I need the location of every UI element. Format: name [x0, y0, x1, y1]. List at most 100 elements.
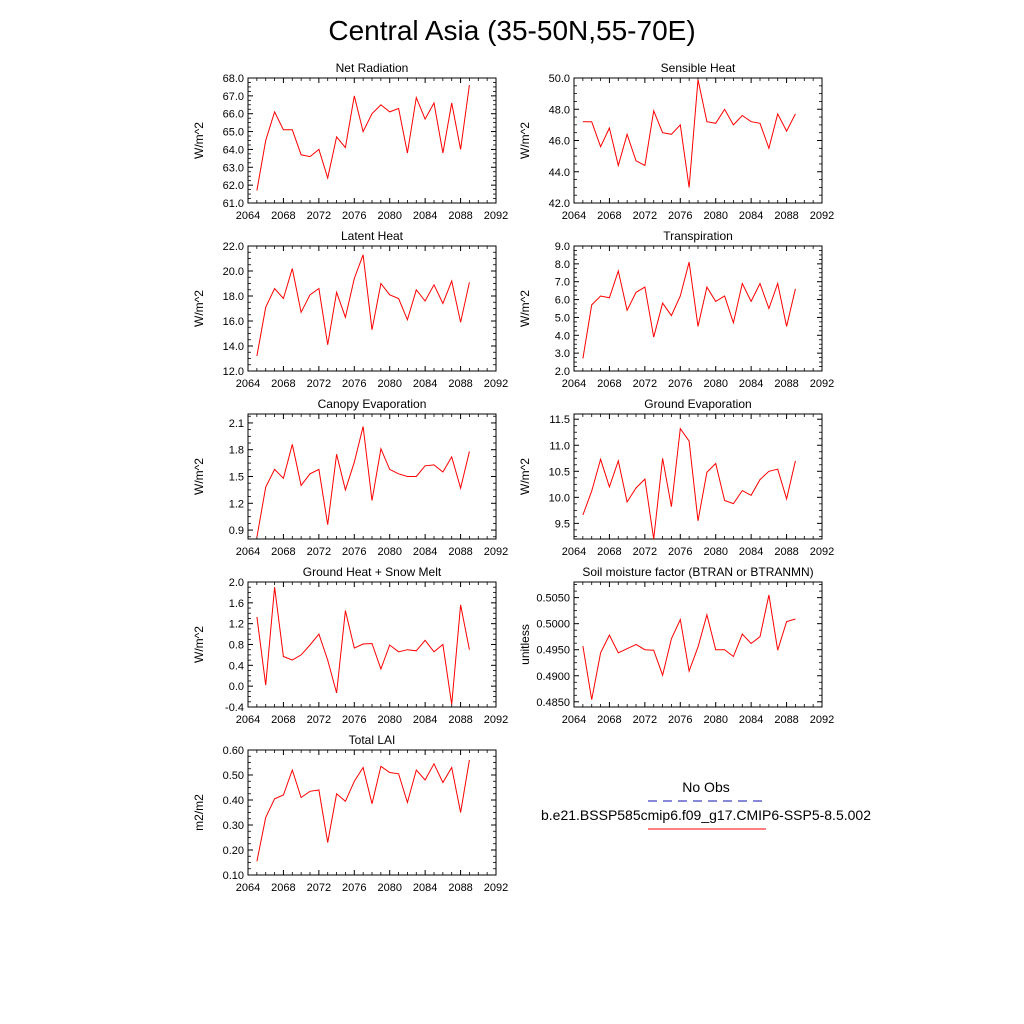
y-tick-label: 44.0: [549, 167, 570, 179]
x-tick-label: 2072: [307, 378, 331, 390]
x-tick-label: 2068: [271, 546, 295, 558]
y-tick-label: 9.0: [555, 241, 570, 253]
y-axis-label: W/m^2: [518, 122, 532, 159]
x-tick-label: 2072: [633, 210, 657, 222]
plot-frame: [247, 413, 497, 540]
y-tick-label: 62.0: [223, 180, 244, 192]
x-tick-label: 2072: [307, 714, 331, 726]
chart-panel: Ground Heat + Snow Melt W/m^2 2064 2068 2072…: [192, 565, 508, 726]
x-tick-label: 2088: [774, 714, 798, 726]
y-tick-label: 1.8: [229, 445, 244, 457]
y-tick-label: 67.0: [223, 91, 244, 103]
y-tick-label: 16.0: [223, 316, 244, 328]
x-tick-label: 2092: [484, 546, 508, 558]
y-tick-label: 4.0: [555, 330, 570, 342]
x-tick-label: 2068: [597, 378, 621, 390]
y-tick-label: 0.8: [229, 640, 244, 652]
y-tick-label: 10.0: [549, 492, 570, 504]
x-tick-label: 2080: [377, 882, 401, 894]
y-tick-label: 0.60: [223, 745, 244, 757]
panel-title: Ground Evaporation: [644, 397, 751, 411]
legend-model-label: b.e21.BSSP585cmip6.f09_g17.CMIP6-SSP5-8.…: [541, 807, 871, 823]
plot-frame: [247, 245, 497, 372]
y-axis-label: W/m^2: [192, 122, 206, 159]
plot-frame: [247, 749, 497, 876]
y-tick-label: 10.5: [549, 466, 570, 478]
series-line: [256, 85, 470, 191]
y-tick-label: 0.10: [223, 870, 244, 882]
y-axis-label: W/m^2: [192, 626, 206, 663]
x-tick-label: 2088: [448, 210, 472, 222]
y-tick-label: 0.5050: [536, 593, 570, 605]
x-tick-label: 2064: [236, 546, 260, 558]
y-tick-label: 68.0: [223, 73, 244, 85]
x-tick-label: 2068: [271, 378, 295, 390]
chart-panel: Sensible Heat W/m^2 2064 2068 2072 2076 2080 20…: [518, 61, 834, 222]
x-tick-label: 2076: [342, 714, 366, 726]
y-tick-label: 0.4950: [536, 645, 570, 657]
y-tick-label: 1.6: [229, 598, 244, 610]
y-tick-label: 0.20: [223, 845, 244, 857]
x-tick-label: 2080: [377, 378, 401, 390]
x-tick-label: 2064: [562, 378, 586, 390]
x-tick-label: 2068: [597, 210, 621, 222]
y-tick-label: 0.50: [223, 770, 244, 782]
y-tick-label: 22.0: [223, 241, 244, 253]
y-tick-label: 2.1: [229, 418, 244, 430]
x-tick-label: 2068: [271, 882, 295, 894]
y-tick-label: 64.0: [223, 144, 244, 156]
series-line: [256, 426, 470, 538]
panel-title: Sensible Heat: [661, 61, 736, 75]
legend: No Obs b.e21.BSSP585cmip6.f09_g17.CMIP6-…: [541, 779, 871, 830]
y-tick-label: 46.0: [549, 136, 570, 148]
x-tick-label: 2088: [448, 714, 472, 726]
x-tick-label: 2088: [774, 378, 798, 390]
x-tick-label: 2084: [739, 210, 763, 222]
y-tick-label: 0.4850: [536, 697, 570, 709]
x-tick-label: 2072: [307, 210, 331, 222]
y-axis-label: unitless: [518, 624, 532, 665]
x-tick-label: 2064: [562, 714, 586, 726]
y-tick-label: 66.0: [223, 109, 244, 121]
chart-panel: Transpiration W/m^2 2064 2068 2072 2076 2080 20…: [518, 229, 834, 390]
x-tick-label: 2080: [377, 210, 401, 222]
panels-group: Net Radiation W/m^2 2064 2068 2072 2076 2080 20…: [192, 61, 834, 894]
y-tick-label: -0.4: [225, 702, 244, 714]
x-tick-label: 2064: [236, 714, 260, 726]
x-tick-label: 2084: [413, 882, 437, 894]
chart-panel: Total LAI m2/m2 2064 2068 2072 2076 2080 2084 20…: [192, 733, 508, 894]
x-tick-label: 2076: [668, 378, 692, 390]
x-tick-label: 2092: [484, 714, 508, 726]
x-tick-label: 2088: [448, 378, 472, 390]
y-tick-label: 61.0: [223, 198, 244, 210]
y-tick-label: 0.0: [229, 681, 244, 693]
x-tick-label: 2080: [703, 378, 727, 390]
x-tick-label: 2084: [739, 378, 763, 390]
x-tick-label: 2088: [448, 546, 472, 558]
x-tick-label: 2088: [448, 882, 472, 894]
y-axis-label: m2/m2: [192, 794, 206, 831]
y-tick-label: 5.0: [555, 312, 570, 324]
panel-title: Canopy Evaporation: [318, 397, 427, 411]
y-tick-label: 20.0: [223, 266, 244, 278]
x-tick-label: 2084: [739, 546, 763, 558]
x-tick-label: 2080: [703, 546, 727, 558]
x-tick-label: 2088: [774, 210, 798, 222]
chart-panel: Ground Evaporation W/m^2 2064 2068 2072 2076 2…: [518, 397, 834, 558]
plot-frame: [573, 77, 823, 204]
y-tick-label: 0.40: [223, 795, 244, 807]
series-line: [582, 261, 796, 359]
y-tick-label: 0.30: [223, 820, 244, 832]
chart-panel: Soil moisture factor (BTRAN or BTRANMN) u…: [518, 565, 834, 726]
x-tick-label: 2072: [633, 546, 657, 558]
x-tick-label: 2068: [271, 210, 295, 222]
y-tick-label: 14.0: [223, 341, 244, 353]
plot-frame: [573, 581, 823, 708]
panel-title: Ground Heat + Snow Melt: [303, 565, 442, 579]
x-tick-label: 2068: [271, 714, 295, 726]
y-tick-label: 0.5000: [536, 619, 570, 631]
x-tick-label: 2072: [307, 882, 331, 894]
x-tick-label: 2084: [413, 378, 437, 390]
x-tick-label: 2064: [562, 546, 586, 558]
panel-title: Latent Heat: [341, 229, 404, 243]
